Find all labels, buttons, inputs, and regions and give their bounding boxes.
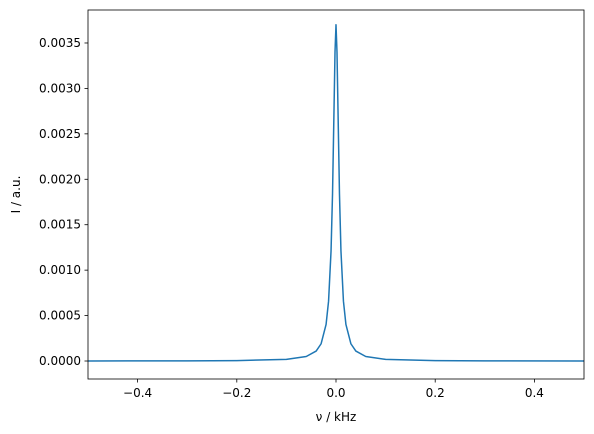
y-tick-label: 0.0010 [39, 263, 81, 277]
data-line [87, 24, 585, 362]
y-tick-label: 0.0020 [39, 172, 81, 186]
x-tick-label: 0.4 [525, 386, 544, 400]
y-axis-label: I / a.u. [9, 176, 23, 214]
x-tick-label: 0.0 [326, 386, 345, 400]
x-tick-label: 0.2 [426, 386, 445, 400]
y-tick-label: 0.0025 [39, 127, 81, 141]
x-axis-label: ν / kHz [316, 410, 357, 424]
x-tick-label: −0.4 [123, 386, 152, 400]
y-tick-label: 0.0000 [39, 354, 81, 368]
y-tick-label: 0.0030 [39, 81, 81, 95]
y-tick-label: 0.0015 [39, 218, 81, 232]
y-tick-label: 0.0035 [39, 36, 81, 50]
plot-frame [87, 9, 585, 380]
y-tick-label: 0.0005 [39, 309, 81, 323]
x-tick-label: −0.2 [222, 386, 251, 400]
